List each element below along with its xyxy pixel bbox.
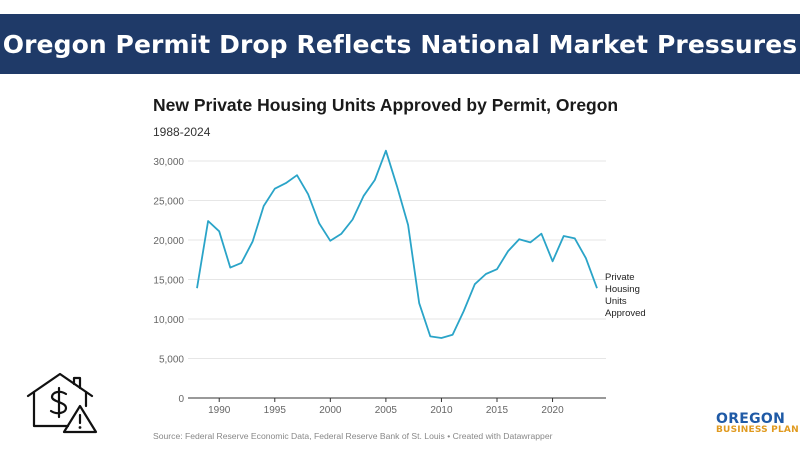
chart-title: New Private Housing Units Approved by Pe… [153,95,619,115]
logo-line-1: OREGON [716,411,786,427]
series-label: Units [605,296,627,307]
source-note: Source: Federal Reserve Economic Data, F… [153,431,553,441]
y-tick-label: 25,000 [153,197,184,208]
series-label: Approved [605,308,646,319]
x-tick-label: 2015 [486,405,509,416]
banner-title: Oregon Permit Drop Reflects National Mar… [2,29,798,59]
y-axis-ticks: 0 5,000 10,000 15,000 20,000 25,000 30,000 [153,157,184,405]
oregon-business-plan-logo: OREGON BUSINESS PLAN [716,412,799,435]
x-tick-label: 1990 [208,405,231,416]
y-tick-label: 15,000 [153,276,184,287]
y-tick-label: 20,000 [153,236,184,247]
series-lines [196,149,598,339]
logo-line-2: BUSINESS PLAN [716,425,799,435]
y-tick-label: 0 [178,394,184,405]
series-label: Housing [605,284,640,295]
chart-subtitle: 1988-2024 [153,125,211,139]
y-tick-label: 10,000 [153,315,184,326]
x-tick-label: 2000 [319,405,342,416]
title-banner: Oregon Permit Drop Reflects National Mar… [0,14,800,74]
x-axis-ticks: 1990 1995 2000 2005 2010 2015 2020 [208,398,564,416]
x-tick-label: 2010 [430,405,453,416]
x-tick-label: 2020 [541,405,564,416]
y-tick-label: 5,000 [159,355,184,366]
x-tick-label: 1995 [264,405,287,416]
house-warning-icon [24,370,100,439]
series-line [196,149,598,339]
series-label: Private [605,272,635,283]
y-tick-label: 30,000 [153,157,184,168]
x-tick-label: 2005 [375,405,398,416]
gridlines [188,160,606,399]
